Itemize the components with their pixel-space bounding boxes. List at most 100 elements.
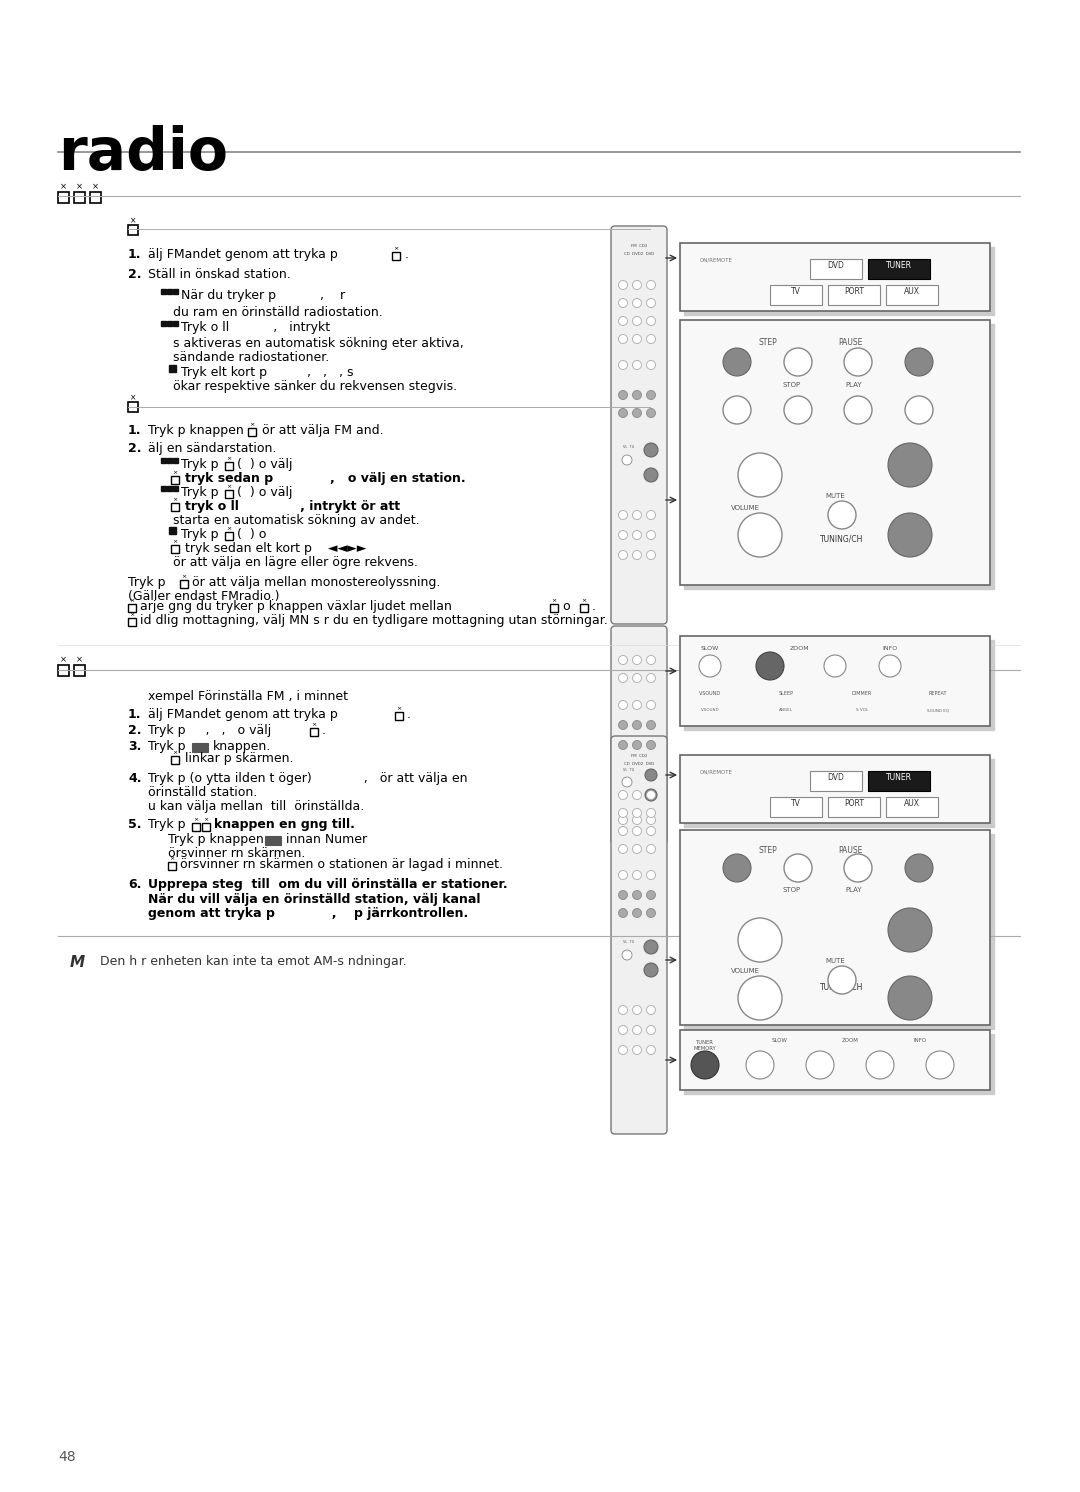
Text: ×: × (249, 422, 255, 427)
Text: ×: × (227, 457, 231, 461)
Text: ZOOM: ZOOM (791, 646, 810, 651)
Bar (684, 759, 994, 827)
Bar (868, 260, 930, 279)
Circle shape (784, 348, 812, 376)
Circle shape (879, 655, 901, 677)
Circle shape (926, 1050, 954, 1079)
Text: ►►: ►► (913, 358, 926, 367)
Circle shape (647, 391, 656, 400)
Text: ►: ► (854, 404, 862, 415)
Bar (684, 1034, 994, 1094)
Circle shape (619, 844, 627, 853)
Circle shape (633, 280, 642, 289)
Text: SOUND EQ: SOUND EQ (927, 709, 949, 712)
Circle shape (645, 789, 657, 801)
Bar (168, 527, 176, 534)
Circle shape (619, 1046, 627, 1055)
Circle shape (647, 673, 656, 682)
Text: DVD: DVD (827, 261, 845, 270)
Text: ◄◄: ◄◄ (730, 864, 743, 873)
Text: ×: × (193, 818, 199, 822)
Circle shape (784, 395, 812, 424)
Circle shape (843, 853, 872, 882)
Text: linkar p skärmen.: linkar p skärmen. (185, 752, 294, 765)
Text: älj FMandet genom att tryka p: älj FMandet genom att tryka p (148, 709, 338, 721)
Text: ON/REMOTE: ON/REMOTE (700, 257, 733, 263)
Circle shape (633, 721, 642, 730)
Circle shape (644, 468, 658, 482)
Text: Tryk p     ,   ,   o välj: Tryk p , , o välj (148, 724, 271, 737)
Circle shape (738, 918, 782, 962)
Text: Tryk p knappen: Tryk p knappen (148, 424, 244, 437)
Circle shape (738, 513, 782, 557)
Text: ►►: ►► (913, 864, 926, 873)
Circle shape (619, 827, 627, 836)
Circle shape (647, 1046, 656, 1055)
Text: xempel Förinställa FM , i minnet: xempel Förinställa FM , i minnet (148, 689, 348, 703)
Text: Tryk p knappen: Tryk p knappen (168, 833, 264, 846)
Bar (161, 321, 166, 325)
Text: 5.: 5. (129, 818, 141, 831)
Bar (171, 545, 179, 554)
Bar (248, 428, 256, 436)
Circle shape (644, 443, 658, 457)
Circle shape (619, 809, 627, 818)
Circle shape (647, 891, 656, 900)
Text: PAUSE: PAUSE (838, 846, 862, 855)
Text: 1.: 1. (129, 424, 141, 437)
Circle shape (691, 1050, 719, 1079)
Bar (58, 665, 69, 676)
Text: V.SOUND: V.SOUND (701, 709, 719, 712)
Circle shape (723, 853, 751, 882)
Text: Tryk p: Tryk p (181, 486, 218, 498)
Text: ×: × (170, 856, 175, 861)
Bar (680, 319, 990, 585)
Text: ‸: ‸ (907, 921, 914, 940)
Text: −: − (751, 988, 769, 1009)
Circle shape (633, 891, 642, 900)
Text: CD  DVD2  DVD: CD DVD2 DVD (624, 252, 654, 257)
Bar (168, 366, 176, 372)
Text: 1.: 1. (129, 248, 141, 261)
Bar (395, 712, 403, 721)
Text: Tryk p: Tryk p (148, 740, 186, 753)
Circle shape (806, 1050, 834, 1079)
Text: tryk o ll              , intrykt ör att: tryk o ll , intrykt ör att (185, 500, 400, 513)
Bar (684, 324, 994, 589)
Circle shape (784, 853, 812, 882)
Bar (225, 533, 233, 540)
Circle shape (746, 1050, 774, 1079)
FancyBboxPatch shape (611, 627, 667, 844)
Circle shape (828, 501, 856, 530)
Text: ⌄: ⌄ (902, 989, 918, 1007)
Bar (828, 285, 880, 304)
Text: arje gng du tryker p knappen växlar ljudet mellan: arje gng du tryker p knappen växlar ljud… (140, 600, 451, 613)
Text: TUNER: TUNER (886, 773, 912, 782)
Text: ZOOM: ZOOM (841, 1038, 859, 1043)
Text: ×: × (173, 470, 177, 474)
Text: +: + (752, 466, 768, 485)
Text: ‖: ‖ (855, 357, 861, 367)
Circle shape (647, 844, 656, 853)
Circle shape (633, 909, 642, 918)
Text: (  ) o välj: ( ) o välj (237, 458, 293, 471)
Bar (161, 458, 166, 463)
Circle shape (647, 809, 656, 818)
Circle shape (633, 870, 642, 879)
Text: TUNER: TUNER (886, 261, 912, 270)
Bar (202, 824, 210, 831)
Text: Tryk p: Tryk p (129, 576, 165, 589)
Text: STEP: STEP (758, 339, 778, 348)
Text: AUX: AUX (904, 800, 920, 809)
Circle shape (633, 701, 642, 710)
Text: .: . (407, 709, 411, 721)
Text: INFO: INFO (914, 1038, 927, 1043)
Text: ‖: ‖ (855, 862, 861, 873)
Bar (886, 285, 939, 304)
Circle shape (633, 655, 642, 664)
Circle shape (647, 1006, 656, 1015)
Bar (167, 486, 172, 491)
Bar (680, 243, 990, 310)
Circle shape (647, 409, 656, 418)
Text: +: + (752, 931, 768, 949)
